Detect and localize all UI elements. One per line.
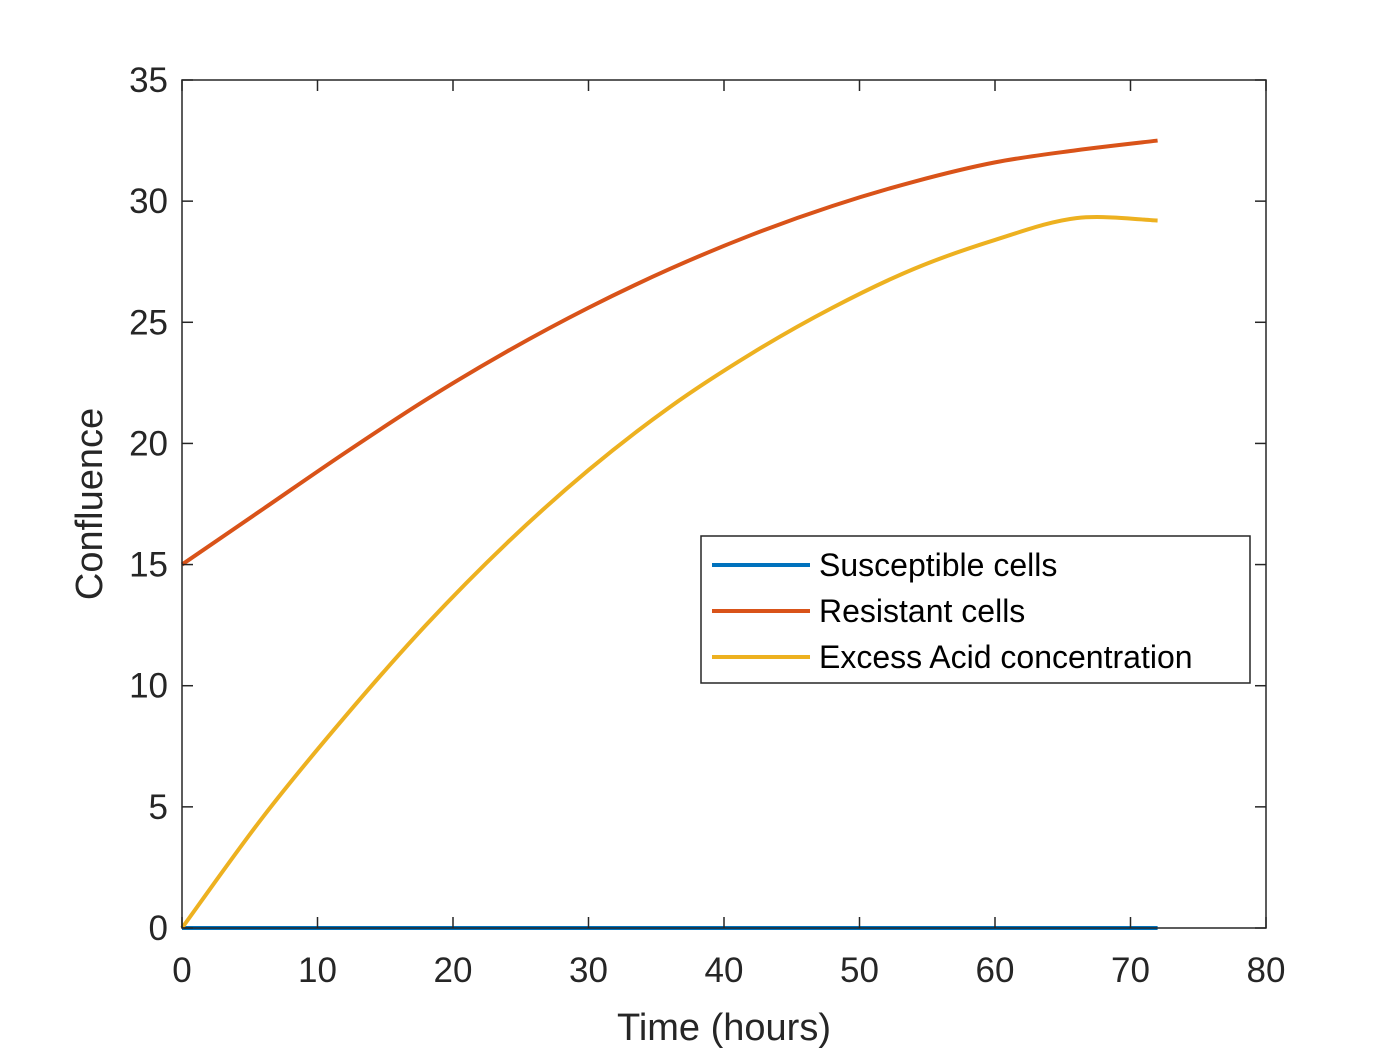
x-tick-label-1: 10 xyxy=(298,951,337,990)
y-tick-label-4: 20 xyxy=(129,424,168,463)
x-tick-label-6: 60 xyxy=(976,951,1015,990)
y-tick-label-2: 10 xyxy=(129,667,168,706)
y-axis-label: Confluence xyxy=(69,408,111,600)
x-tick-label-2: 20 xyxy=(434,951,473,990)
series-line-2 xyxy=(180,215,1158,930)
legend-label-2: Excess Acid concentration xyxy=(819,639,1193,675)
plot-area xyxy=(182,80,1266,928)
x-axis-label: Time (hours) xyxy=(617,1007,831,1049)
legend-label-0: Susceptible cells xyxy=(819,547,1057,583)
y-tick-label-1: 5 xyxy=(149,788,168,827)
plot-background xyxy=(182,80,1266,928)
y-tick-label-6: 30 xyxy=(129,182,168,221)
x-tick-label-0: 0 xyxy=(172,951,191,990)
y-tick-label-5: 25 xyxy=(129,303,168,342)
ticks-layer: 0 10 20 30 40 50 60 70 80 0 5 10 15 20 25 30 35 xyxy=(129,61,1285,990)
y-tick-label-7: 35 xyxy=(129,61,168,100)
x-tick-label-5: 50 xyxy=(840,951,879,990)
legend: Susceptible cells Resistant cells Excess A… xyxy=(700,535,1251,684)
y-tick-label-0: 0 xyxy=(149,909,168,948)
x-tick-label-3: 30 xyxy=(569,951,608,990)
x-tick-label-4: 40 xyxy=(705,951,744,990)
legend-label-1: Resistant cells xyxy=(819,593,1025,629)
x-tick-label-7: 70 xyxy=(1111,951,1150,990)
y-tick-label-3: 15 xyxy=(129,546,168,585)
x-tick-label-8: 80 xyxy=(1247,951,1286,990)
series-line-1 xyxy=(180,138,1158,567)
